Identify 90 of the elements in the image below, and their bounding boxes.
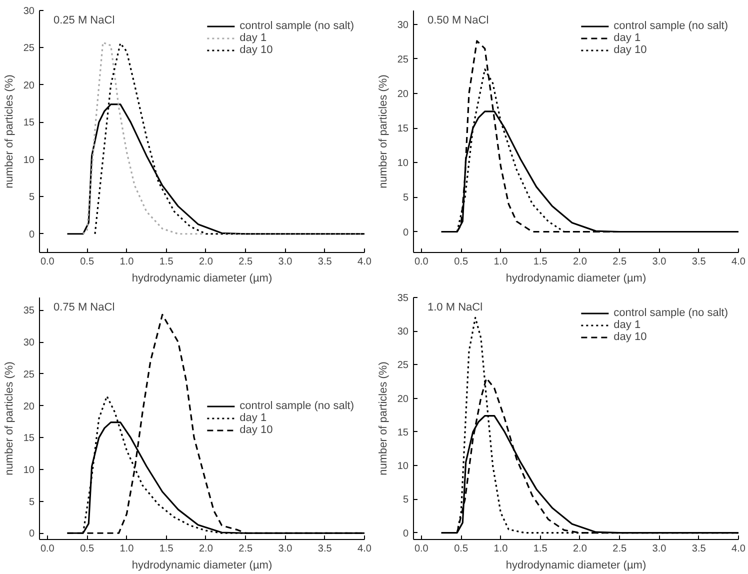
y-tick-label: 5 <box>28 192 35 204</box>
legend-label: control sample (no salt) <box>240 20 354 32</box>
x-tick-label: 1.5 <box>533 544 548 554</box>
x-tick-label: 0.5 <box>454 256 468 268</box>
y-tick-label: 10 <box>23 154 35 166</box>
y-tick-label: 0 <box>402 227 409 238</box>
y-tick-label: 25 <box>397 360 409 372</box>
y-tick-label: 0 <box>402 528 409 540</box>
legend-label: control sample (no salt) <box>614 307 728 319</box>
legend-label: day 1 <box>240 412 267 424</box>
x-tick-label: 4.0 <box>732 256 746 268</box>
y-axis-title: number of particles (%) <box>3 74 16 188</box>
y-axis-title: number of particles (%) <box>377 74 390 188</box>
y-tick-label: 25 <box>397 54 409 66</box>
x-tick-label: 0.5 <box>80 544 94 554</box>
y-tick-label: 10 <box>397 461 409 472</box>
y-tick-label: 20 <box>397 394 409 405</box>
y-tick-label: 0 <box>28 528 35 540</box>
y-tick-label: 15 <box>397 427 409 438</box>
x-tick-label: 1.5 <box>533 256 548 268</box>
chart-title: 1.0 M NaCl <box>428 302 483 314</box>
x-tick-label: 3.5 <box>692 544 706 554</box>
legend-label: day 10 <box>240 44 273 56</box>
y-tick-label: 20 <box>397 88 409 100</box>
x-tick-label: 0.0 <box>40 256 55 268</box>
y-tick-label: 30 <box>23 6 35 17</box>
x-tick-label: 2.0 <box>199 544 214 554</box>
x-axis-title: hydrodynamic diameter (µm) <box>132 560 272 572</box>
x-tick-label: 2.0 <box>573 544 588 554</box>
x-tick-label: 4.0 <box>358 544 372 554</box>
y-tick-label: 20 <box>23 80 35 92</box>
y-tick-label: 35 <box>23 306 35 317</box>
y-tick-label: 25 <box>23 369 35 380</box>
y-axis-title: number of particles (%) <box>3 362 16 476</box>
y-tick-label: 5 <box>402 494 409 506</box>
y-tick-label: 10 <box>23 464 35 476</box>
chart-title: 0.25 M NaCl <box>54 14 115 26</box>
x-tick-label: 4.0 <box>732 544 746 554</box>
y-tick-label: 15 <box>23 118 35 129</box>
legend-label: control sample (no salt) <box>240 400 354 412</box>
x-tick-label: 4.0 <box>358 256 372 268</box>
x-tick-label: 0.5 <box>454 544 468 554</box>
y-tick-label: 35 <box>397 293 409 304</box>
legend-label: day 10 <box>614 44 647 56</box>
y-tick-label: 0 <box>28 229 35 240</box>
x-tick-label: 0.0 <box>414 544 429 554</box>
chart-title: 0.75 M NaCl <box>54 302 115 314</box>
y-axis-title: number of particles (%) <box>377 362 390 476</box>
x-tick-label: 3.5 <box>318 256 332 268</box>
legend-label: day 10 <box>614 331 647 343</box>
y-tick-label: 25 <box>23 43 35 54</box>
y-tick-label: 20 <box>23 401 35 412</box>
x-tick-label: 2.5 <box>238 256 253 268</box>
x-tick-label: 3.0 <box>278 544 293 554</box>
x-tick-label: 0.5 <box>80 256 94 268</box>
chart-title: 0.50 M NaCl <box>428 14 489 26</box>
legend-label: control sample (no salt) <box>614 20 728 32</box>
x-tick-label: 1.0 <box>120 544 134 554</box>
x-tick-label: 2.5 <box>238 544 253 554</box>
x-tick-label: 2.5 <box>612 256 627 268</box>
y-tick-label: 15 <box>23 433 35 444</box>
y-tick-label: 5 <box>28 496 35 508</box>
x-tick-label: 1.5 <box>159 544 174 554</box>
x-tick-label: 0.0 <box>40 544 55 554</box>
legend-label: day 1 <box>614 32 641 44</box>
x-tick-label: 3.5 <box>318 544 332 554</box>
x-tick-label: 2.0 <box>199 256 214 268</box>
x-tick-label: 3.5 <box>692 256 706 268</box>
x-tick-label: 1.0 <box>494 256 508 268</box>
legend-label: day 1 <box>240 32 267 44</box>
legend-label: day 1 <box>614 319 641 331</box>
x-tick-label: 3.0 <box>278 256 293 268</box>
x-axis-title: hydrodynamic diameter (µm) <box>506 272 646 284</box>
y-tick-label: 5 <box>402 192 409 204</box>
x-tick-label: 3.0 <box>652 256 667 268</box>
legend-label: day 10 <box>240 424 273 436</box>
x-tick-label: 2.5 <box>612 544 627 554</box>
x-tick-label: 1.5 <box>159 256 174 268</box>
x-tick-label: 3.0 <box>652 544 667 554</box>
y-tick-label: 30 <box>23 338 35 349</box>
y-tick-label: 30 <box>397 20 409 31</box>
x-axis-title: hydrodynamic diameter (µm) <box>506 560 646 572</box>
x-axis-title: hydrodynamic diameter (µm) <box>132 272 272 284</box>
x-tick-label: 1.0 <box>494 544 508 554</box>
x-tick-label: 0.0 <box>414 256 429 268</box>
y-tick-label: 10 <box>397 158 409 170</box>
x-tick-label: 2.0 <box>573 256 588 268</box>
y-tick-label: 15 <box>397 124 409 135</box>
y-tick-label: 30 <box>397 326 409 338</box>
x-tick-label: 1.0 <box>120 256 134 268</box>
